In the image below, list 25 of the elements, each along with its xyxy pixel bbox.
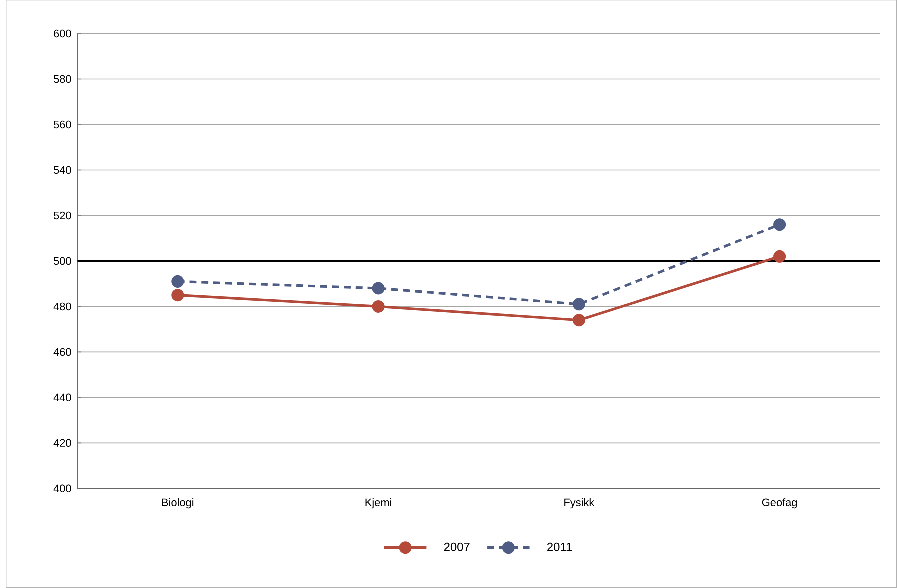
point xyxy=(172,275,184,288)
x-tick-label: Geofag xyxy=(762,498,798,509)
point xyxy=(172,289,184,302)
point xyxy=(774,250,786,263)
y-tick-label: 540 xyxy=(54,166,72,174)
point xyxy=(572,314,586,327)
y-tick-label: 520 xyxy=(54,212,72,220)
y-tick-label: 440 xyxy=(54,394,72,402)
y-tick-label: 460 xyxy=(54,348,72,356)
point xyxy=(372,300,385,313)
point xyxy=(572,298,586,311)
y-tick-label: 500 xyxy=(54,257,72,266)
legend-label: 2011 xyxy=(548,542,572,552)
y-tick-label: 420 xyxy=(54,439,72,448)
x-tick-label: Kjemi xyxy=(366,498,392,509)
y-tick-label: 560 xyxy=(54,120,72,129)
y-tick-label: 400 xyxy=(54,484,72,493)
x-tick-label: Fysikk xyxy=(564,498,595,509)
point xyxy=(372,282,385,295)
point xyxy=(774,218,786,232)
y-tick-label: 580 xyxy=(54,75,72,84)
y-tick-label: 600 xyxy=(54,30,72,38)
legend-label: 2007 xyxy=(444,542,470,552)
y-tick-label: 480 xyxy=(54,302,72,311)
x-tick-label: Biologi xyxy=(162,498,194,509)
